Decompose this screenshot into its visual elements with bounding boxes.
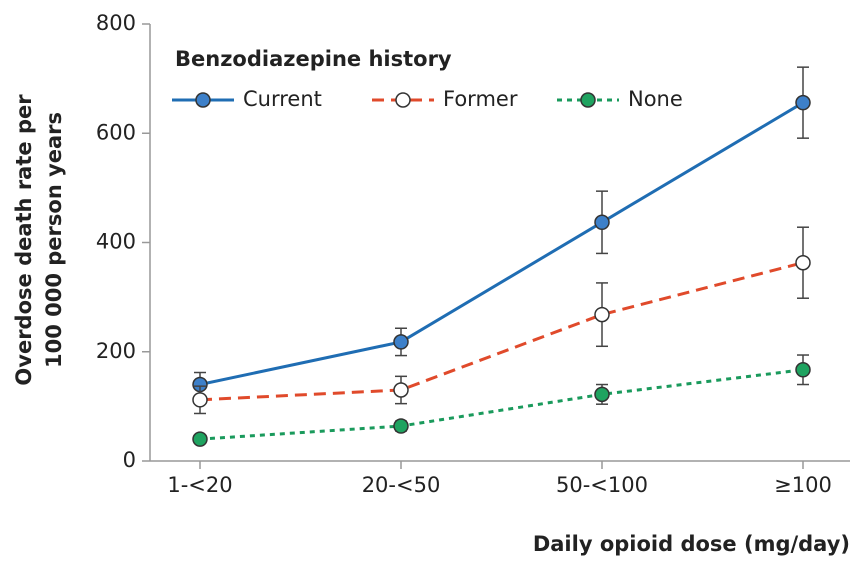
y-tick-label: 0 <box>123 448 136 472</box>
y-tick-label: 200 <box>96 339 136 363</box>
x-tick-label: 1-<20 <box>167 473 232 497</box>
legend-label: Former <box>443 87 518 111</box>
y-tick-label: 400 <box>96 230 136 254</box>
point <box>594 386 610 403</box>
point <box>393 334 409 350</box>
point <box>795 362 811 378</box>
series-line <box>199 261 804 402</box>
legend-title: Benzodiazepine history <box>175 47 452 71</box>
point <box>795 254 811 271</box>
y-tick-label: 600 <box>96 120 136 144</box>
point <box>393 382 409 398</box>
legend-label: None <box>628 87 683 111</box>
y-axis-label: 100 000 person years <box>42 112 66 368</box>
legend-marker <box>195 92 211 108</box>
point <box>192 431 208 447</box>
point <box>594 214 610 231</box>
x-tick-label: 50-<100 <box>556 473 648 497</box>
point <box>393 418 409 434</box>
point <box>192 392 208 408</box>
legend-label: Current <box>243 87 322 111</box>
legend-marker <box>580 92 596 108</box>
legend-marker <box>395 92 411 108</box>
x-tick-label: ≥100 <box>774 473 832 497</box>
point <box>594 306 610 323</box>
series-line <box>199 101 804 386</box>
series-line <box>199 368 804 441</box>
x-axis-label: Daily opioid dose (mg/day) <box>533 532 850 556</box>
y-axis-label: Overdose death rate per <box>12 94 36 386</box>
x-tick-label: 20-<50 <box>362 473 441 497</box>
point <box>795 94 811 111</box>
y-tick-label: 800 <box>96 11 136 35</box>
